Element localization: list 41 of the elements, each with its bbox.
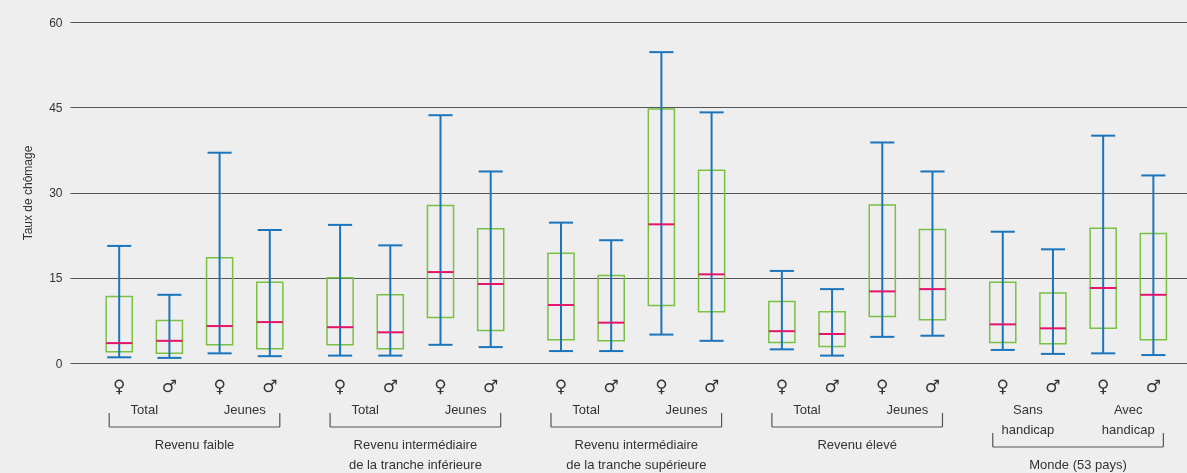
x-tick-label: ♂ (924, 376, 941, 396)
text: Revenu intermédiaire de la tranche inférieure (348, 437, 482, 472)
y-tick-label: 30 (49, 186, 63, 200)
x-tick-label: ♀ (996, 376, 1009, 396)
text: Revenu intermédiaire de la tranche supérieure (566, 437, 707, 472)
x-tick-label: ♂ (1045, 376, 1061, 396)
x-tick-label: ♀ (333, 376, 347, 396)
y-tick-label: 45 (49, 100, 63, 115)
text: Total (351, 402, 380, 417)
y-tick-label: 60 (49, 15, 63, 30)
x-tick-label: ♀ (434, 376, 447, 396)
text: Jeunes (223, 402, 267, 417)
y-axis-title: Taux de chômage (21, 145, 36, 241)
x-tick-label: ♀ (554, 376, 568, 396)
x-tick-label: ♂ (603, 376, 619, 396)
x-tick-label: ♂ (483, 376, 499, 396)
x-tick-label: ♂ (262, 376, 278, 396)
y-tick-label: 15 (49, 271, 63, 286)
x-tick-label: ♀ (1096, 376, 1110, 396)
text: Revenu faible (154, 437, 235, 452)
x-tick-label: ♀ (112, 376, 126, 396)
x-tick-label: ♂ (824, 376, 840, 396)
x-tick-label: ♂ (161, 376, 178, 396)
y-tick-label: 0 (55, 356, 63, 371)
x-tick-label: ♂ (1145, 376, 1161, 396)
x-tick-label: ♀ (213, 376, 226, 396)
x-tick-label: ♀ (775, 376, 789, 396)
text: Total (793, 402, 821, 417)
text: Total (572, 402, 600, 417)
x-tick-label: ♂ (703, 376, 720, 396)
text: Revenu élevé (817, 437, 897, 452)
text: Monde (53 pays) (1029, 457, 1127, 472)
x-tick-label: ♂ (382, 376, 398, 396)
x-tick-label: ♀ (876, 376, 889, 396)
text: Jeunes (665, 402, 708, 417)
text: Jeunes (444, 402, 488, 417)
x-tick-label: ♀ (655, 376, 668, 396)
text: Total (130, 402, 159, 417)
text: Avec handicap (1101, 402, 1155, 437)
text: Sans handicap (1001, 402, 1055, 437)
text: Jeunes (886, 402, 929, 417)
